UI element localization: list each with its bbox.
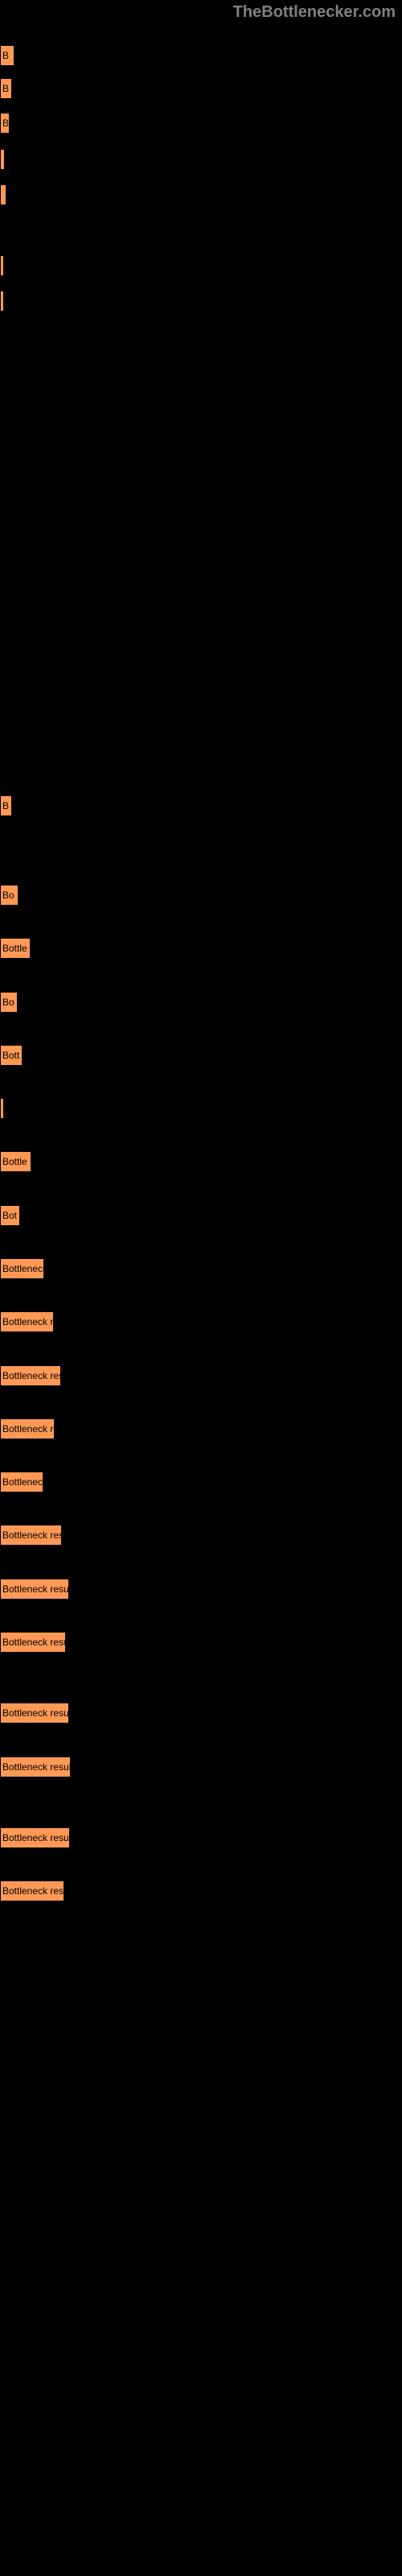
bar-row: Bottle: [0, 938, 31, 959]
bar: Bott: [0, 1045, 23, 1066]
bar-row: Bottleneck result: [0, 1579, 69, 1600]
bar: Bot: [0, 1205, 20, 1226]
bar-row: [0, 255, 4, 276]
bar: [0, 1098, 4, 1119]
bar-row: [0, 1098, 4, 1119]
bar: Bo: [0, 992, 18, 1013]
bar: [0, 255, 4, 276]
bar-row: Bottleneck res: [0, 1525, 62, 1546]
bar-row: B: [0, 45, 14, 66]
bar: Bottleneck res: [0, 1365, 61, 1386]
bar: Bottleneck result: [0, 1827, 70, 1848]
bar-row: Bottleneck: [0, 1258, 44, 1279]
bar-row: Bottleneck res: [0, 1365, 61, 1386]
bar: Bottleneck result: [0, 1703, 69, 1724]
bar: Bottleneck result: [0, 1757, 71, 1777]
bar-row: [0, 291, 4, 312]
bar: Bottle: [0, 1151, 31, 1172]
bar-row: Bottleneck: [0, 1472, 43, 1492]
bar-row: Bottleneck result: [0, 1703, 69, 1724]
bar: Bottle: [0, 938, 31, 959]
bar-row: [0, 149, 5, 170]
bar-row: Bot: [0, 1205, 20, 1226]
bar: Bottleneck res: [0, 1525, 62, 1546]
bar: B: [0, 113, 10, 134]
bar-row: Bottleneck re: [0, 1418, 55, 1439]
bar: Bottleneck resu: [0, 1880, 64, 1901]
bar: B: [0, 795, 12, 816]
bar: [0, 184, 6, 205]
bar-row: B: [0, 795, 12, 816]
bar: Bottleneck r: [0, 1311, 54, 1332]
bar: Bottleneck resu: [0, 1632, 66, 1653]
bar-row: Bottleneck resu: [0, 1880, 64, 1901]
bar: B: [0, 45, 14, 66]
bar-row: Bottleneck r: [0, 1311, 54, 1332]
bar: Bottleneck re: [0, 1418, 55, 1439]
bar-row: Bottleneck resu: [0, 1632, 66, 1653]
bar-row: B: [0, 113, 10, 134]
bar: Bottleneck result: [0, 1579, 69, 1600]
bar: Bottleneck: [0, 1472, 43, 1492]
watermark-text: TheBottlenecker.com: [233, 3, 396, 22]
bar: Bottleneck: [0, 1258, 44, 1279]
bar: [0, 149, 5, 170]
bar-row: Bott: [0, 1045, 23, 1066]
bar-row: Bo: [0, 885, 18, 906]
bar: Bo: [0, 885, 18, 906]
bar: [0, 291, 4, 312]
bar-row: [0, 184, 6, 205]
bar-row: Bottleneck result: [0, 1757, 71, 1777]
bar-row: Bottleneck result: [0, 1827, 70, 1848]
bar-row: B: [0, 78, 12, 99]
bar: B: [0, 78, 12, 99]
bar-row: Bo: [0, 992, 18, 1013]
bar-row: Bottle: [0, 1151, 31, 1172]
